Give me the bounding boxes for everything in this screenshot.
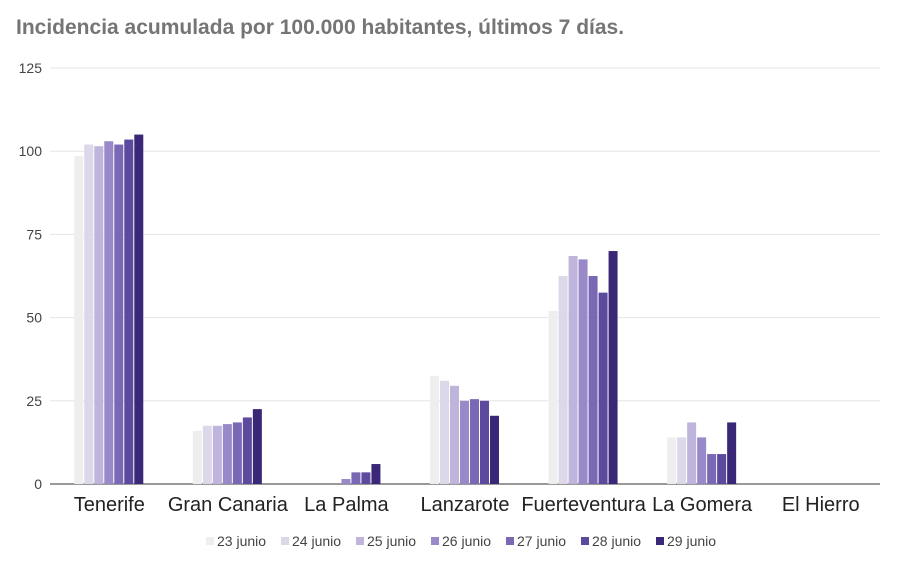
bar-fuerteventura-28-junio[interactable] xyxy=(598,292,608,484)
bar-la-gomera-25-junio[interactable] xyxy=(687,422,697,484)
legend-label: 29 junio xyxy=(667,533,716,549)
bar-la-palma-29-junio[interactable] xyxy=(371,464,381,484)
legend-label: 23 junio xyxy=(217,533,266,549)
bar-la-gomera-23-junio[interactable] xyxy=(667,437,677,484)
bar-fuerteventura-23-junio[interactable] xyxy=(548,310,558,484)
legend-item[interactable]: 28 junio xyxy=(581,533,641,549)
legend-swatch xyxy=(656,537,664,545)
y-tick-label: 50 xyxy=(26,310,42,326)
legend-swatch xyxy=(431,537,439,545)
legend[interactable]: 23 junio 24 junio 25 junio 26 junio 27 junio… xyxy=(206,533,716,549)
bar-gran-canaria-23-junio[interactable] xyxy=(192,430,202,484)
y-tick-label: 0 xyxy=(34,476,42,492)
bar-fuerteventura-26-junio[interactable] xyxy=(578,259,588,484)
legend-label: 28 junio xyxy=(592,533,641,549)
category-label: Lanzarote xyxy=(421,494,510,516)
category-label: Fuerteventura xyxy=(521,494,646,516)
bar-la-gomera-29-junio[interactable] xyxy=(727,422,737,484)
bar-fuerteventura-29-junio[interactable] xyxy=(608,251,618,484)
legend-swatch xyxy=(206,537,214,545)
y-axis-tick-labels: 0 25 50 75 100 125 xyxy=(19,60,43,492)
legend-swatch xyxy=(506,537,514,545)
y-tick-label: 125 xyxy=(19,60,43,76)
bar-gran-canaria-24-junio[interactable] xyxy=(202,425,212,484)
legend-swatch xyxy=(356,537,364,545)
legend-item[interactable]: 26 junio xyxy=(431,533,491,549)
bar-tenerife-24-junio[interactable] xyxy=(84,144,94,484)
bars xyxy=(74,134,737,484)
category-label: La Gomera xyxy=(652,494,753,516)
chart-title: Incidencia acumulada por 100.000 habitan… xyxy=(16,16,625,39)
bar-lanzarote-23-junio[interactable] xyxy=(430,375,439,484)
bar-la-gomera-28-junio[interactable] xyxy=(717,454,727,484)
bar-la-gomera-24-junio[interactable] xyxy=(677,437,687,484)
y-tick-label: 25 xyxy=(26,393,42,409)
legend-item[interactable]: 24 junio xyxy=(281,533,341,549)
legend-item[interactable]: 25 junio xyxy=(356,533,416,549)
y-tick-label: 75 xyxy=(26,226,42,242)
bar-lanzarote-24-junio[interactable] xyxy=(440,380,449,484)
bar-fuerteventura-24-junio[interactable] xyxy=(558,276,568,484)
bar-la-palma-27-junio[interactable] xyxy=(351,472,361,484)
bar-tenerife-25-junio[interactable] xyxy=(94,146,104,484)
bar-fuerteventura-25-junio[interactable] xyxy=(568,256,578,484)
bar-la-palma-28-junio[interactable] xyxy=(361,472,371,484)
category-label: La Palma xyxy=(304,494,389,516)
legend-label: 25 junio xyxy=(367,533,416,549)
bar-tenerife-26-junio[interactable] xyxy=(104,141,114,484)
category-label: Gran Canaria xyxy=(168,494,289,516)
bar-lanzarote-25-junio[interactable] xyxy=(450,385,459,484)
legend-item[interactable]: 29 junio xyxy=(656,533,716,549)
bar-la-gomera-26-junio[interactable] xyxy=(697,437,707,484)
legend-item[interactable]: 23 junio xyxy=(206,533,266,549)
legend-swatch xyxy=(281,537,289,545)
bar-tenerife-28-junio[interactable] xyxy=(124,139,134,484)
bar-tenerife-29-junio[interactable] xyxy=(134,134,144,484)
bar-gran-canaria-27-junio[interactable] xyxy=(232,422,242,484)
bar-fuerteventura-27-junio[interactable] xyxy=(588,276,598,484)
category-label: Tenerife xyxy=(74,494,145,516)
y-tick-label: 100 xyxy=(19,143,43,159)
legend-label: 27 junio xyxy=(517,533,566,549)
bar-lanzarote-27-junio[interactable] xyxy=(470,399,479,484)
legend-item[interactable]: 27 junio xyxy=(506,533,566,549)
bar-tenerife-23-junio[interactable] xyxy=(74,156,84,484)
legend-swatch xyxy=(581,537,589,545)
bar-la-palma-26-junio[interactable] xyxy=(341,479,351,484)
legend-label: 26 junio xyxy=(442,533,491,549)
x-axis-category-labels: Tenerife Gran Canaria La Palma Lanzarote Fue… xyxy=(74,494,860,516)
bar-gran-canaria-29-junio[interactable] xyxy=(252,409,262,484)
legend-label: 24 junio xyxy=(292,533,341,549)
bar-tenerife-27-junio[interactable] xyxy=(114,144,124,484)
bar-gran-canaria-26-junio[interactable] xyxy=(222,424,232,484)
bar-lanzarote-28-junio[interactable] xyxy=(480,400,489,484)
bar-lanzarote-26-junio[interactable] xyxy=(460,400,469,484)
category-label: El Hierro xyxy=(782,494,860,516)
bar-gran-canaria-28-junio[interactable] xyxy=(242,417,252,484)
bar-gran-canaria-25-junio[interactable] xyxy=(212,425,222,484)
bar-lanzarote-29-junio[interactable] xyxy=(490,415,499,484)
bar-la-gomera-27-junio[interactable] xyxy=(707,454,717,484)
